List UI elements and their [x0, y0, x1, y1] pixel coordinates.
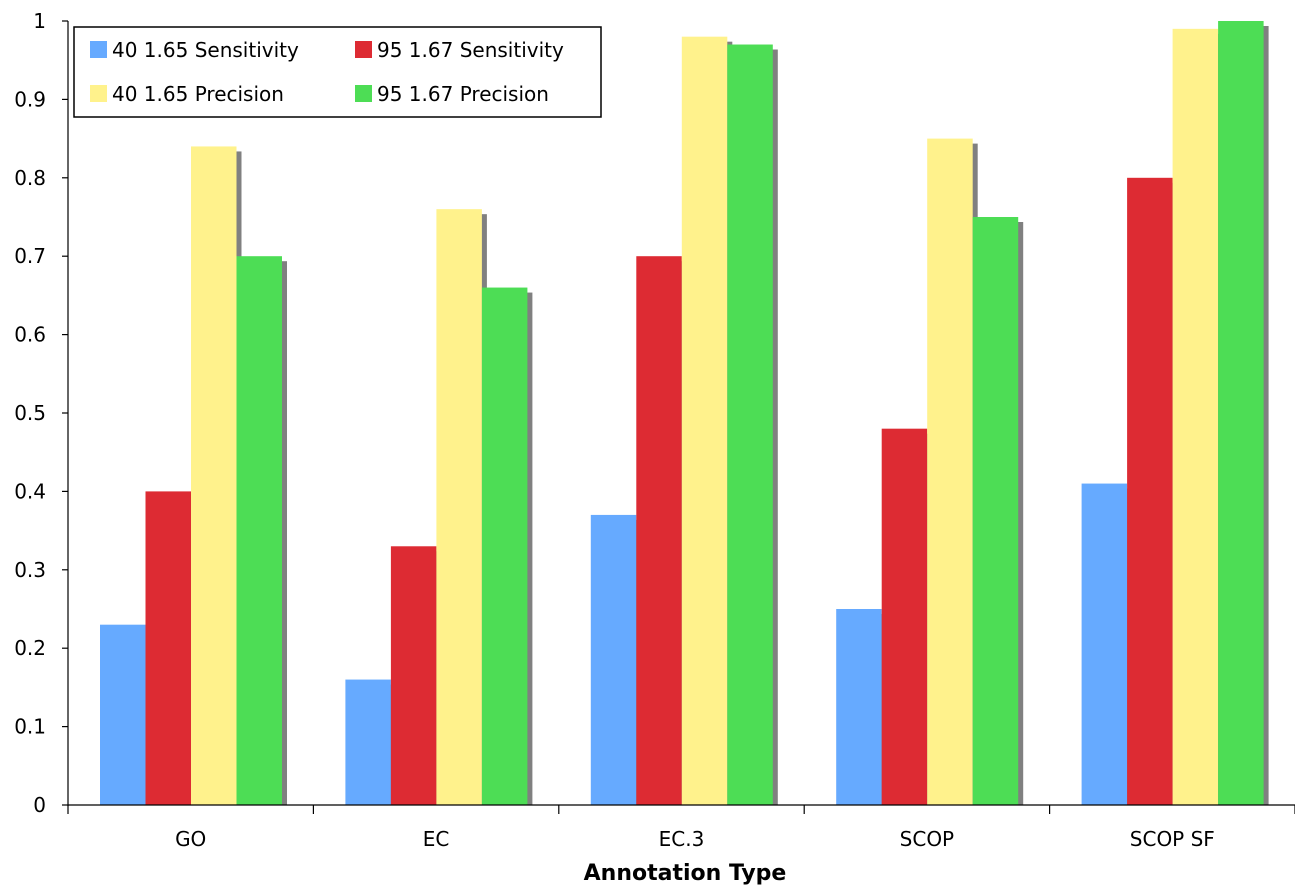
- bar: [1218, 21, 1264, 805]
- bar: [100, 624, 146, 805]
- y-tick-label: 1: [33, 9, 46, 33]
- bar: [972, 217, 1019, 805]
- bar: [1081, 483, 1128, 805]
- y-tick-label: 0.4: [14, 479, 46, 503]
- bar: [1172, 28, 1219, 805]
- y-tick-label: 0.5: [14, 401, 46, 425]
- bar: [836, 609, 882, 805]
- bar: [145, 491, 191, 805]
- bar: [681, 36, 728, 806]
- x-tick-label: EC: [423, 827, 450, 851]
- x-ticks: GO EC EC.3 SCOP SCOP SF: [67, 805, 1295, 851]
- bar: [236, 256, 282, 805]
- y-tick-label: 0.6: [14, 323, 46, 347]
- y-ticks: 0 0.1 0.2 0.3 0.4 0.5 0.6 0.7 0.8 0.9 1: [14, 9, 68, 817]
- legend-label: 95 1.67 Sensitivity: [377, 38, 564, 62]
- bar: [590, 514, 637, 805]
- bar: [927, 138, 973, 806]
- y-tick-label: 0: [33, 793, 46, 817]
- legend-label: 40 1.65 Precision: [112, 82, 284, 106]
- legend-swatch: [90, 85, 107, 102]
- y-tick-label: 0.7: [14, 244, 46, 268]
- legend: 40 1.65 Sensitivity 95 1.67 Sensitivity 40…: [73, 26, 602, 118]
- x-tick-label: GO: [175, 827, 206, 851]
- legend-swatch: [355, 41, 372, 58]
- bar: [727, 44, 773, 805]
- bar: [390, 546, 437, 805]
- y-tick-label: 0.9: [14, 87, 46, 111]
- bar: [1127, 177, 1173, 806]
- legend-box: [73, 26, 602, 118]
- x-axis-title: Annotation Type: [584, 861, 787, 886]
- bar: [881, 428, 928, 805]
- bar: [345, 679, 391, 805]
- legend-label: 40 1.65 Sensitivity: [112, 38, 299, 62]
- bar: [436, 209, 482, 805]
- legend-swatch: [355, 85, 372, 102]
- bar: [481, 287, 528, 805]
- legend-label: 95 1.67 Precision: [377, 82, 549, 106]
- bars-layer: [100, 21, 1269, 806]
- y-tick-label: 0.3: [14, 558, 46, 582]
- bar: [191, 146, 237, 805]
- bar: [636, 256, 682, 805]
- y-tick-label: 0.8: [14, 166, 46, 190]
- x-tick-label: EC.3: [659, 827, 705, 851]
- y-tick-label: 0.2: [14, 636, 46, 660]
- y-tick-label: 0.1: [14, 715, 46, 739]
- x-tick-label: SCOP: [900, 827, 954, 851]
- legend-swatch: [90, 41, 107, 58]
- x-tick-label: SCOP SF: [1130, 827, 1215, 851]
